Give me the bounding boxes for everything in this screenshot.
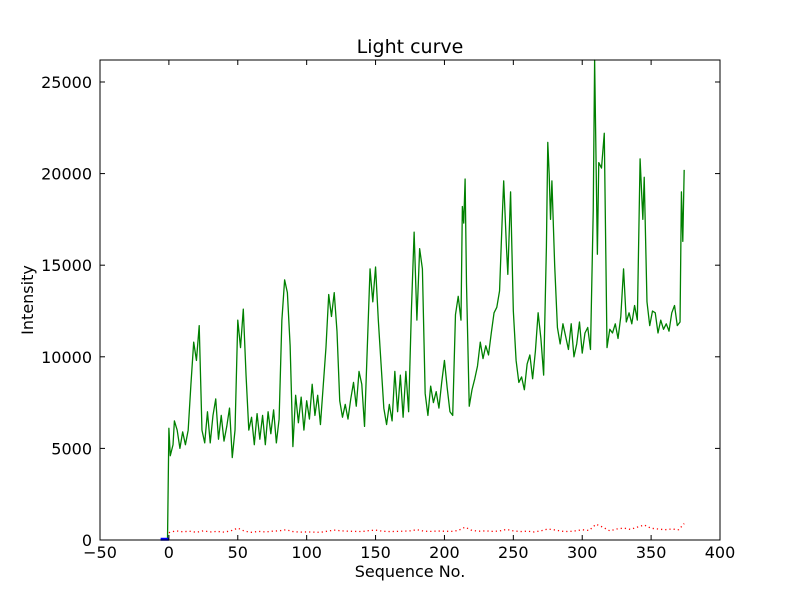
y-axis-label: Intensity: [18, 265, 37, 335]
plot-area: [100, 60, 720, 540]
y-tick-label: 20000: [41, 165, 92, 184]
x-tick-label: 0: [164, 543, 174, 562]
x-tick-label: −50: [83, 543, 117, 562]
x-tick-label: 50: [228, 543, 248, 562]
y-tick-label: 25000: [41, 73, 92, 92]
x-tick-label: 250: [498, 543, 529, 562]
tick-layer: −50 0 50 100 150 200 250 300 350 4000500010000150…: [41, 60, 735, 562]
x-tick-label: 350: [636, 543, 667, 562]
x-tick-label: 300: [567, 543, 598, 562]
series-line-1: [166, 59, 685, 541]
series-layer: [160, 59, 685, 541]
chart-title: Light curve: [357, 36, 464, 58]
x-tick-label: 200: [429, 543, 460, 562]
y-tick-label: 0: [82, 531, 92, 550]
plot-frame: [99, 59, 721, 541]
y-tick-label: 10000: [41, 348, 92, 367]
x-tick-label: 150: [360, 543, 391, 562]
series-line-2: [168, 523, 685, 534]
y-tick-label: 5000: [51, 439, 92, 458]
x-axis-label: Sequence No.: [355, 562, 466, 581]
y-tick-label: 15000: [41, 256, 92, 275]
x-tick-label: 400: [705, 543, 736, 562]
x-tick-label: 100: [291, 543, 322, 562]
